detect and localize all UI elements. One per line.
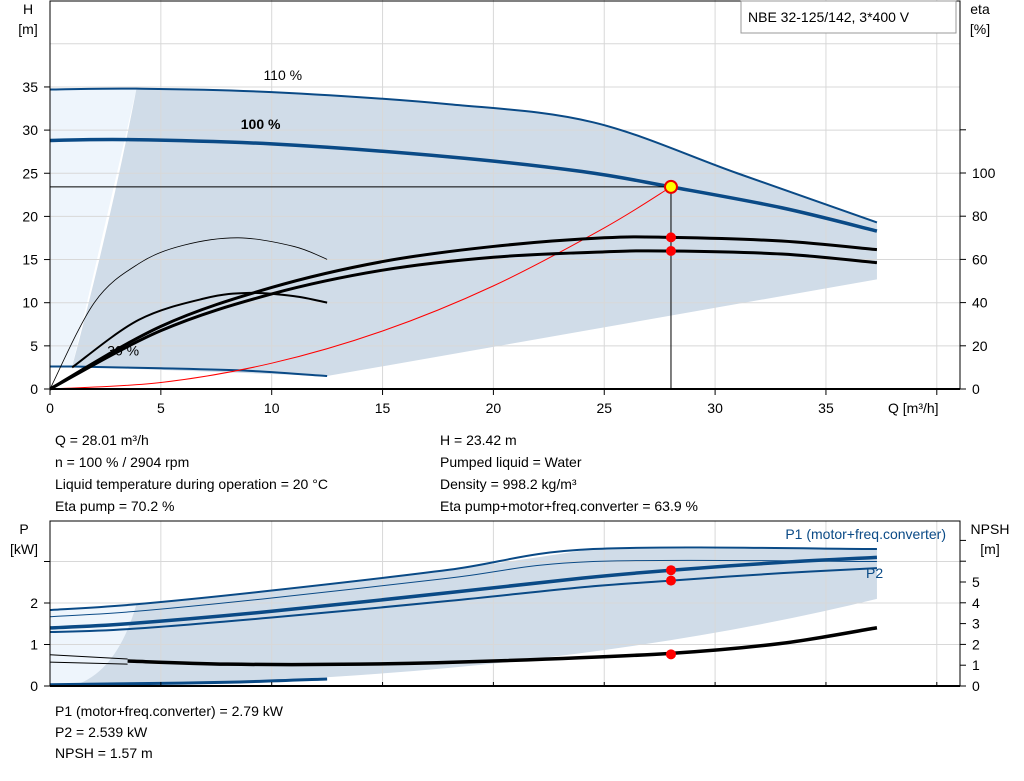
- y-axis-label: [m]: [18, 21, 37, 37]
- y2-tick-label: 20: [972, 338, 988, 354]
- power-curve: [49, 546, 877, 612]
- p2-point: [665, 575, 676, 586]
- head-curve: [49, 87, 878, 224]
- npsh-point: [665, 649, 676, 660]
- npsh-curve: [49, 661, 128, 665]
- info-bottom-line: P1 (motor+freq.converter) = 2.79 kW: [55, 703, 284, 719]
- y2-tick-label: 40: [972, 295, 988, 311]
- x-tick-label: 15: [375, 400, 391, 416]
- power-curve: [49, 559, 877, 618]
- info-bottom-line: P2 = 2.539 kW: [55, 724, 148, 740]
- eta-total-point: [665, 245, 676, 256]
- info-left-line: Q = 28.01 m³/h: [55, 432, 149, 448]
- eta-pump-point: [665, 232, 676, 243]
- x-axis-label: Q [m³/h]: [888, 400, 939, 416]
- info-right-line: Pumped liquid = Water: [440, 454, 582, 470]
- y-axis-label: [kW]: [10, 541, 38, 557]
- y-axis-label: H: [23, 1, 33, 17]
- y-tick-label: 5: [30, 338, 38, 354]
- power-curve: [49, 567, 877, 634]
- x-tick-label: 10: [264, 400, 280, 416]
- info-left-line: n = 100 % / 2904 rpm: [55, 454, 189, 470]
- head-curve: [49, 137, 878, 233]
- y-tick-label: 25: [22, 165, 38, 181]
- x-tick-label: 20: [486, 400, 502, 416]
- y2-axis-label: [%]: [970, 21, 990, 37]
- y-tick-label: 20: [22, 208, 38, 224]
- info-left-line: Eta pump = 70.2 %: [55, 498, 174, 514]
- head-curve: [49, 365, 328, 378]
- y2-tick-label: 0: [972, 381, 980, 397]
- x-tick-label: 5: [157, 400, 165, 416]
- y2-tick-label: 60: [972, 251, 988, 267]
- y2-tick-label: 2: [972, 636, 980, 652]
- info-left-line: Liquid temperature during operation = 20…: [55, 476, 328, 492]
- npsh-curve: [127, 626, 878, 667]
- y-tick-label: 1: [30, 637, 38, 653]
- y2-tick-label: 4: [972, 595, 980, 611]
- low-flow-area: [50, 88, 137, 367]
- duty-point: [663, 179, 678, 194]
- y2-axis-label: eta: [970, 1, 990, 17]
- y2-tick-label: 1: [972, 657, 980, 673]
- chart-title: NBE 32-125/142, 3*400 V: [748, 9, 910, 25]
- efficiency-curve: [71, 291, 328, 369]
- x-tick-label: 0: [46, 400, 54, 416]
- y-tick-label: 10: [22, 295, 38, 311]
- x-tick-label: 25: [596, 400, 612, 416]
- y2-tick-label: 80: [972, 208, 988, 224]
- info-bottom-line: NPSH = 1.57 m: [55, 745, 153, 761]
- info-right-line: Eta pump+motor+freq.converter = 63.9 %: [440, 498, 698, 514]
- y-tick-label: 2: [30, 595, 38, 611]
- info-right-line: H = 23.42 m: [440, 432, 517, 448]
- y2-axis-label: NPSH: [971, 521, 1010, 537]
- y-tick-label: 0: [30, 678, 38, 694]
- x-tick-label: 35: [818, 400, 834, 416]
- p2-curve-label: P2: [866, 565, 883, 581]
- efficiency-curve: [49, 249, 878, 391]
- y-tick-label: 30: [22, 122, 38, 138]
- power-curve: [49, 555, 878, 630]
- npsh-curve: [49, 654, 128, 660]
- p1-point: [665, 565, 676, 576]
- y2-tick-label: 0: [972, 678, 980, 694]
- efficiency-curve: [49, 235, 878, 391]
- y-tick-label: 35: [22, 79, 38, 95]
- operating-area: [72, 549, 877, 686]
- y2-tick-label: 3: [972, 616, 980, 632]
- curve-label: 30 %: [107, 342, 139, 358]
- power-curve: [49, 677, 328, 687]
- p1-curve-label: P1 (motor+freq.converter): [785, 526, 946, 542]
- y2-tick-label: 100: [972, 165, 996, 181]
- curve-label: 110 %: [263, 67, 302, 83]
- y2-tick-label: 5: [972, 574, 980, 590]
- curve-label: 100 %: [241, 116, 281, 132]
- x-tick-label: 30: [707, 400, 723, 416]
- efficiency-curve: [49, 237, 328, 390]
- y-tick-label: 0: [30, 381, 38, 397]
- info-right-line: Density = 998.2 kg/m³: [440, 476, 577, 492]
- title-box: [740, 0, 957, 34]
- y-tick-label: 15: [22, 252, 38, 268]
- system-curve: [49, 186, 672, 390]
- y-axis-label: P: [19, 521, 28, 537]
- operating-area: [72, 88, 877, 377]
- y2-axis-label: [m]: [980, 541, 999, 557]
